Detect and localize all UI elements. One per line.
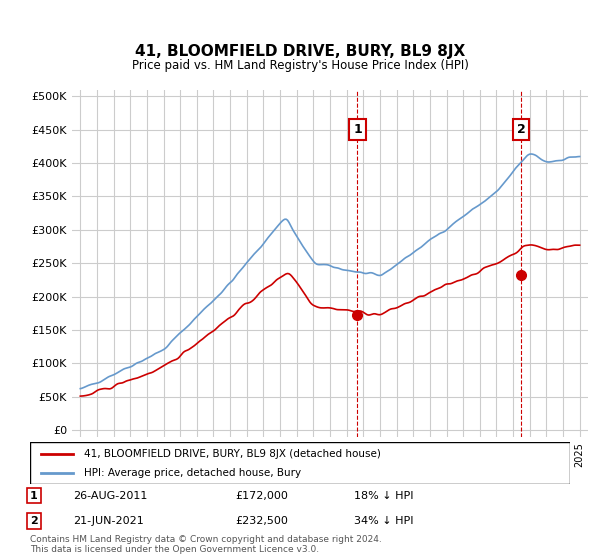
Text: 21-JUN-2021: 21-JUN-2021 xyxy=(73,516,144,526)
Text: 18% ↓ HPI: 18% ↓ HPI xyxy=(354,491,413,501)
Text: £232,500: £232,500 xyxy=(235,516,288,526)
Text: 41, BLOOMFIELD DRIVE, BURY, BL9 8JX: 41, BLOOMFIELD DRIVE, BURY, BL9 8JX xyxy=(135,44,465,59)
Text: Price paid vs. HM Land Registry's House Price Index (HPI): Price paid vs. HM Land Registry's House … xyxy=(131,59,469,72)
Text: 1: 1 xyxy=(353,123,362,136)
Text: 2: 2 xyxy=(517,123,525,136)
Text: 34% ↓ HPI: 34% ↓ HPI xyxy=(354,516,413,526)
Text: £172,000: £172,000 xyxy=(235,491,288,501)
Text: 1: 1 xyxy=(30,491,38,501)
Text: Contains HM Land Registry data © Crown copyright and database right 2024.
This d: Contains HM Land Registry data © Crown c… xyxy=(30,535,382,554)
FancyBboxPatch shape xyxy=(30,442,570,484)
Text: 26-AUG-2011: 26-AUG-2011 xyxy=(73,491,148,501)
Text: HPI: Average price, detached house, Bury: HPI: Average price, detached house, Bury xyxy=(84,468,301,478)
Text: 2: 2 xyxy=(30,516,38,526)
Text: 41, BLOOMFIELD DRIVE, BURY, BL9 8JX (detached house): 41, BLOOMFIELD DRIVE, BURY, BL9 8JX (det… xyxy=(84,449,381,459)
